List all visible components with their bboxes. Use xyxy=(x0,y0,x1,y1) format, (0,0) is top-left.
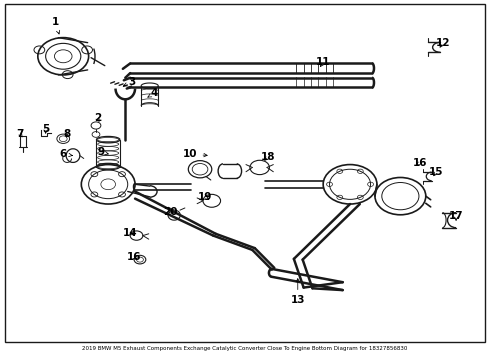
Text: 17: 17 xyxy=(449,211,464,221)
Text: 15: 15 xyxy=(429,167,444,177)
Text: 6: 6 xyxy=(60,149,73,159)
Text: 3: 3 xyxy=(123,77,135,87)
Text: 16: 16 xyxy=(413,158,427,168)
Text: 7: 7 xyxy=(17,129,24,139)
Text: 2019 BMW M5 Exhaust Components Exchange Catalytic Converter Close To Engine Bott: 2019 BMW M5 Exhaust Components Exchange … xyxy=(82,346,408,351)
Text: 10: 10 xyxy=(183,149,207,159)
Text: 13: 13 xyxy=(291,279,305,305)
Text: 16: 16 xyxy=(126,252,141,262)
Text: 20: 20 xyxy=(164,207,178,217)
Text: 19: 19 xyxy=(198,192,212,202)
Text: 8: 8 xyxy=(63,129,70,139)
Text: 14: 14 xyxy=(123,228,138,238)
Text: 18: 18 xyxy=(261,152,276,162)
Text: 4: 4 xyxy=(148,88,158,98)
Text: 12: 12 xyxy=(436,38,450,48)
Text: 9: 9 xyxy=(98,147,108,157)
Text: 5: 5 xyxy=(42,124,49,134)
Text: 2: 2 xyxy=(94,113,101,123)
Text: 1: 1 xyxy=(52,17,60,34)
Text: 11: 11 xyxy=(316,57,330,67)
